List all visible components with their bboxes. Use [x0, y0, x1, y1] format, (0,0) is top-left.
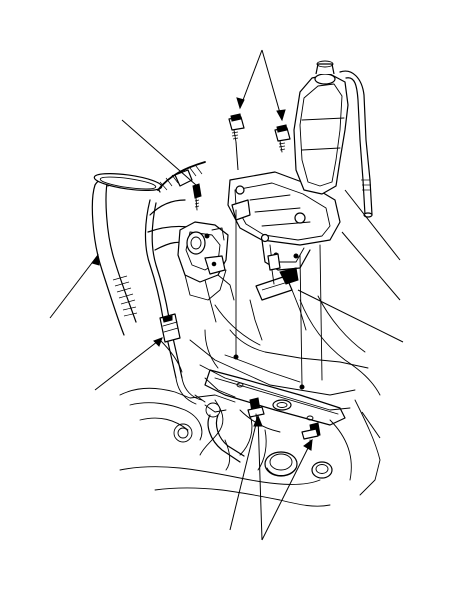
callout-harness-clamp: [121, 119, 197, 186]
small-connector: [267, 253, 281, 285]
top-bolt-right: [274, 124, 291, 153]
wiring-harness: [144, 161, 206, 379]
callout-top-bolts: [236, 49, 286, 122]
filler-cap: [264, 451, 298, 477]
sensor: [255, 267, 307, 331]
callout-intake-duct: [49, 253, 100, 319]
lower-wiring: [175, 377, 203, 405]
lower-bolt-left: [247, 397, 265, 423]
lower-bolt-right: [301, 422, 321, 449]
mounting-rail: [204, 369, 346, 426]
callout-sensor: [297, 289, 404, 343]
callout-wire-connector: [94, 337, 163, 391]
callout-bracket-mount: [341, 231, 401, 301]
wire-connector: [159, 313, 181, 343]
harness-clamp: [174, 169, 202, 211]
top-bolt-left: [228, 113, 245, 171]
small-cap-right: [311, 461, 333, 479]
callout-harness: [361, 411, 381, 439]
callout-lower-bolts: [229, 414, 313, 541]
callout-reservoir: [344, 189, 401, 261]
reservoir: [293, 60, 373, 218]
actuator-assembly: [177, 221, 235, 323]
engine-block-outline: [119, 295, 381, 507]
lower-engine-parts: [173, 394, 245, 463]
alignment-lines: [233, 209, 323, 390]
intake-duct: [91, 173, 163, 336]
